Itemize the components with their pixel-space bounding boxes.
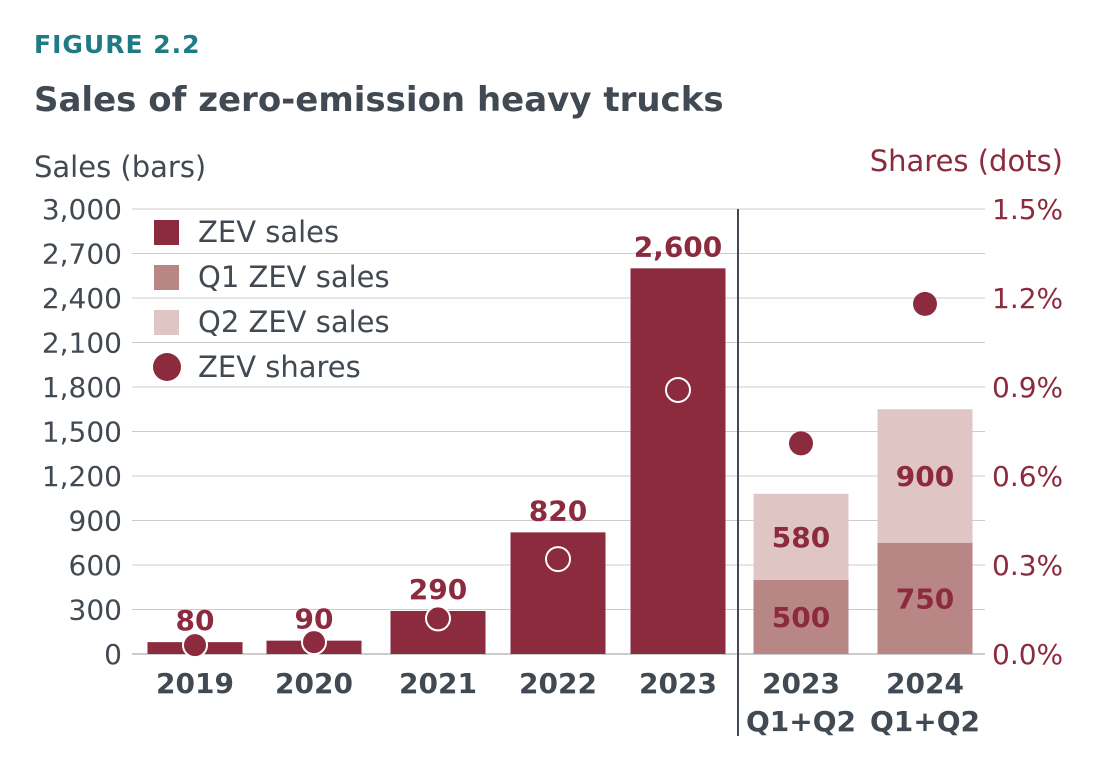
y2-tick-label: 1.5% <box>992 193 1063 226</box>
y-tick-label: 0 <box>104 638 122 671</box>
share-dot <box>665 376 691 403</box>
y2-axis-title: Shares (dots) <box>869 144 1063 178</box>
y-tick-label: 1,500 <box>42 416 122 449</box>
y2-tick-label: 0.9% <box>992 371 1063 404</box>
legend-marker-square <box>154 265 179 290</box>
bar-value-label-q1: 750 <box>896 582 954 615</box>
y-tick-label: 3,000 <box>42 193 122 226</box>
y-tick-label: 2,400 <box>42 282 122 315</box>
y-tick-label: 1,200 <box>42 460 122 493</box>
legend-label: ZEV sales <box>198 215 339 249</box>
y-tick-label: 900 <box>69 505 122 538</box>
y-tick-label: 2,700 <box>42 238 122 271</box>
share-dot <box>545 546 571 573</box>
legend-label: Q1 ZEV sales <box>198 260 390 294</box>
bar-q2-sales <box>753 493 849 580</box>
bar-q1-sales <box>753 579 849 654</box>
bar-value-label: 2,600 <box>634 230 723 263</box>
y2-tick-label: 0.0% <box>992 638 1063 671</box>
bar-zev-sales <box>630 268 726 654</box>
x-tick-label: 2020 <box>275 667 353 700</box>
figure-label: FIGURE 2.2 <box>34 30 201 59</box>
y2-tick-label: 1.2% <box>992 282 1063 315</box>
x-tick-label-period: Q1+Q2 <box>870 705 980 738</box>
y-tick-label: 1,800 <box>42 371 122 404</box>
legend-label: ZEV shares <box>198 350 361 384</box>
x-tick-label: 2023 <box>639 667 717 700</box>
share-dot <box>425 605 451 632</box>
legend-label: Q2 ZEV sales <box>198 305 390 339</box>
share-dot <box>913 291 937 316</box>
share-dot <box>182 632 208 659</box>
x-tick-label: 2019 <box>156 667 234 700</box>
bar-value-label-q2: 580 <box>772 521 830 554</box>
y-tick-label: 600 <box>69 549 122 582</box>
bar-value-label: 820 <box>529 494 587 527</box>
share-dot <box>789 431 813 456</box>
legend-marker-circle <box>153 353 181 381</box>
x-tick-label: 2023 <box>762 667 840 700</box>
legend-marker-square <box>154 220 179 245</box>
y2-tick-label: 0.6% <box>992 460 1063 493</box>
y-tick-label: 300 <box>69 594 122 627</box>
y-axis-title: Sales (bars) <box>34 150 207 184</box>
x-tick-label: 2022 <box>519 667 597 700</box>
x-tick-label: 2021 <box>399 667 477 700</box>
bar-value-label: 80 <box>176 604 215 637</box>
x-tick-label-period: Q1+Q2 <box>746 705 856 738</box>
bar-value-label: 290 <box>409 573 467 606</box>
bar-q2-sales <box>877 409 973 543</box>
share-dot <box>301 629 327 656</box>
y-tick-label: 2,100 <box>42 327 122 360</box>
y2-tick-label: 0.3% <box>992 549 1063 582</box>
bar-q1-sales <box>877 542 973 654</box>
bar-value-label-q1: 500 <box>772 601 830 634</box>
x-tick-label: 2024 <box>886 667 964 700</box>
bar-value-label-q2: 900 <box>896 460 954 493</box>
legend-marker-square <box>154 310 179 335</box>
chart-title: Sales of zero-emission heavy trucks <box>34 80 724 120</box>
